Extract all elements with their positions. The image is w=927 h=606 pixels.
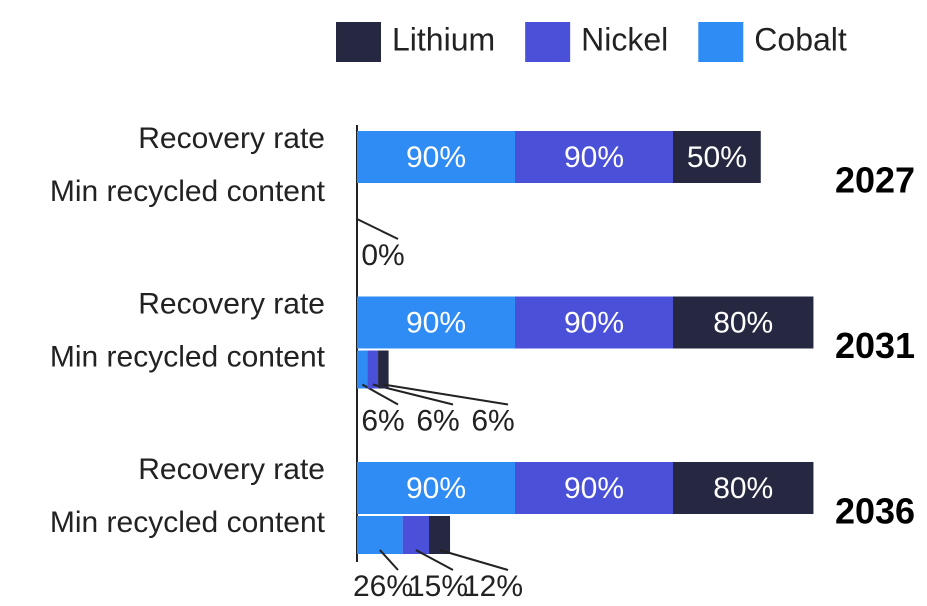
group-label: 2031 (835, 325, 915, 366)
bar-segment (515, 131, 673, 183)
value-label: 90% (564, 472, 624, 505)
leader-line (356, 218, 399, 240)
legend-label: Lithium (392, 21, 495, 57)
value-label: 0% (361, 239, 404, 272)
bar-segment (515, 462, 673, 514)
value-label: 12% (463, 570, 523, 603)
category-label: Min recycled content (50, 506, 326, 539)
bar-segment (515, 296, 673, 349)
legend-swatch (525, 22, 571, 62)
bar-segment (357, 462, 515, 514)
category-label: Recovery rate (138, 287, 325, 320)
value-label: 90% (564, 306, 624, 339)
value-label: 50% (687, 141, 747, 174)
value-label: 80% (713, 306, 773, 339)
leader-line (383, 383, 509, 406)
bar-segment (402, 516, 429, 554)
value-label: 6% (471, 404, 514, 437)
category-label: Recovery rate (138, 453, 325, 486)
legend-label: Nickel (581, 21, 668, 57)
value-label: 90% (406, 306, 466, 339)
value-label: 90% (406, 141, 466, 174)
value-label: 90% (406, 472, 466, 505)
value-label: 6% (416, 404, 459, 437)
value-label: 6% (361, 404, 404, 437)
leader-line (415, 549, 454, 571)
bar-segment (357, 131, 515, 183)
value-label: 15% (408, 570, 468, 603)
value-label: 80% (713, 472, 773, 505)
bar-segment (357, 516, 403, 554)
bar-segment (357, 296, 515, 349)
value-label: 26% (353, 570, 413, 603)
value-label: 90% (564, 141, 624, 174)
group-label: 2027 (835, 160, 915, 201)
bar-segment (673, 462, 814, 514)
bar-segment (428, 516, 451, 554)
leader-line (379, 549, 399, 571)
bar-segment (378, 350, 389, 389)
group-label: 2036 (835, 491, 915, 532)
bar-segment (673, 131, 761, 183)
category-label: Recovery rate (138, 122, 325, 155)
category-label: Min recycled content (50, 340, 326, 373)
bar-segment (673, 296, 814, 349)
legend-label: Cobalt (754, 21, 847, 57)
legend-swatch (698, 22, 744, 62)
leader-line (439, 549, 509, 571)
legend-swatch (336, 22, 381, 62)
bar-segment (357, 350, 368, 389)
bar-segment (367, 350, 379, 389)
category-label: Min recycled content (50, 175, 326, 208)
